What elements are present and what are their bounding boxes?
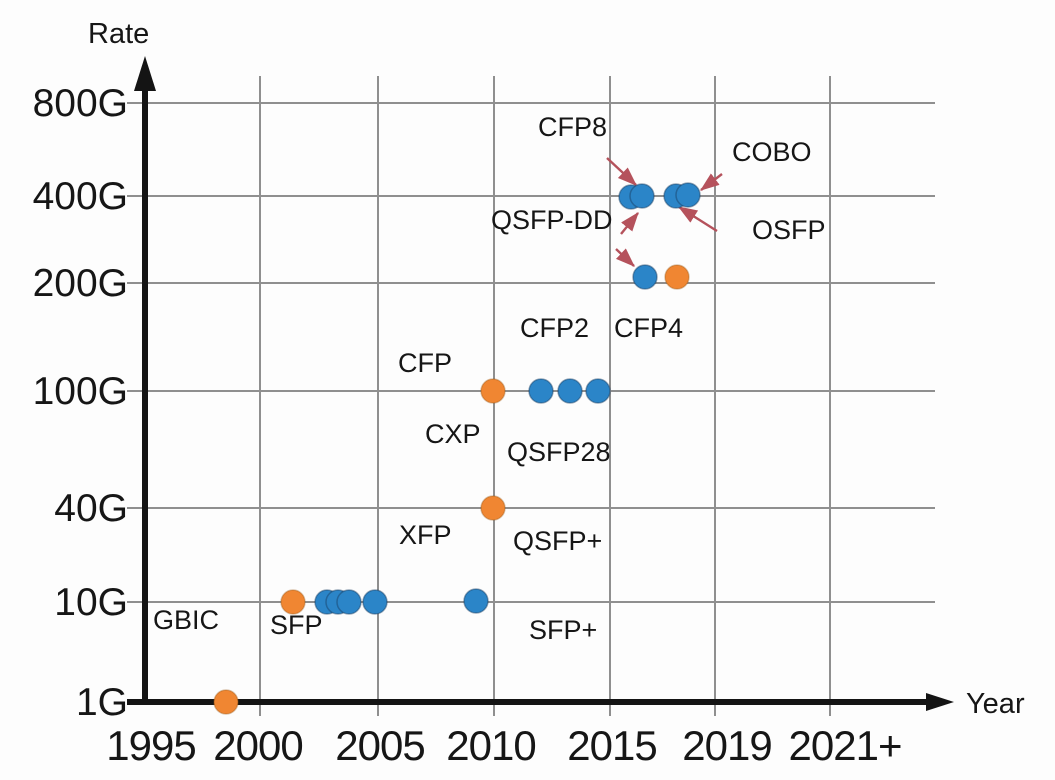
pointer-arrow [620, 212, 639, 235]
data-point-10G [362, 589, 388, 615]
axes [127, 56, 954, 711]
data-point-100G [557, 378, 583, 404]
form-factor-label: CFP8 [538, 112, 608, 142]
y-axis-arrowhead [134, 56, 156, 91]
pointer-arrow [700, 173, 723, 191]
form-factor-label: CFP [398, 348, 452, 378]
form-factor-label: COBO [732, 137, 812, 167]
form-factor-label: CFP4 [614, 313, 684, 343]
data-point-40G [480, 495, 506, 521]
pointer-arrow [677, 205, 718, 233]
x-axis-arrowhead [926, 693, 954, 711]
data-point-10G [280, 589, 306, 615]
y-tick-label: 200G [32, 262, 128, 305]
y-tick-label: 800G [32, 82, 128, 125]
data-point-400G [629, 183, 655, 209]
data-point-100G [585, 378, 611, 404]
form-factor-label: QSFP+ [513, 526, 603, 556]
form-factor-label: OSFP [752, 215, 826, 245]
x-tick-label: 2010 [446, 722, 536, 769]
form-factor-label: GBIC [153, 605, 220, 635]
pointer-arrow [606, 157, 637, 186]
data-point-200G [632, 264, 658, 290]
y-tick-label: 1G [75, 681, 128, 724]
x-tick-label: 2015 [567, 722, 657, 769]
form-factor-label: XFP [399, 520, 452, 550]
y-tick-label: 10G [54, 581, 128, 624]
form-factor-label: SFP+ [529, 615, 598, 645]
x-tick-label: 2021+ [788, 722, 903, 769]
y-tick-label: 400G [32, 175, 128, 218]
y-tick-label: 100G [32, 370, 128, 413]
form-factor-label: CFP2 [520, 313, 590, 343]
data-point-200G [664, 264, 690, 290]
x-axis-title: Year [966, 688, 1025, 720]
x-tick-label: 2005 [335, 722, 425, 769]
data-point-100G [528, 378, 554, 404]
form-factor-label: CXP [425, 419, 481, 449]
gridlines [127, 76, 935, 716]
x-tick-label: 2019 [682, 722, 772, 769]
data-points [213, 182, 701, 715]
x-tick-label: 1995 [106, 722, 196, 769]
form-factor-label: QSFP28 [507, 437, 611, 467]
data-point-1G [213, 689, 239, 715]
form-factor-label: SFP [270, 610, 323, 640]
annotation-arrows [606, 157, 723, 267]
data-point-10G [336, 589, 362, 615]
data-point-400G [675, 182, 701, 208]
x-tick-label: 2000 [213, 722, 303, 769]
pointer-arrow [615, 248, 635, 267]
data-point-10G [463, 588, 489, 614]
form-factor-label: QSFP-DD [491, 205, 613, 235]
y-tick-label: 40G [54, 487, 128, 530]
y-axis-title: Rate [88, 18, 150, 50]
data-point-100G [480, 378, 506, 404]
